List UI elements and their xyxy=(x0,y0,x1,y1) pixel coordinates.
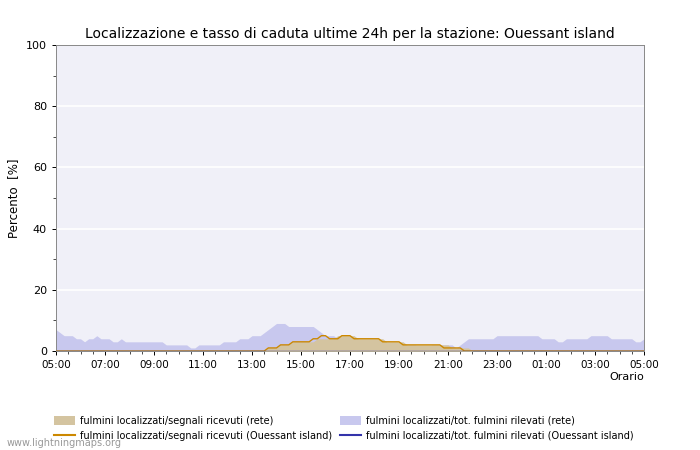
Text: www.lightningmaps.org: www.lightningmaps.org xyxy=(7,438,122,448)
Title: Localizzazione e tasso di caduta ultime 24h per la stazione: Ouessant island: Localizzazione e tasso di caduta ultime … xyxy=(85,27,615,41)
Y-axis label: Percento  [%]: Percento [%] xyxy=(8,158,20,238)
Legend: fulmini localizzati/segnali ricevuti (rete), fulmini localizzati/segnali ricevut: fulmini localizzati/segnali ricevuti (re… xyxy=(54,416,634,441)
Text: Orario: Orario xyxy=(609,373,644,382)
